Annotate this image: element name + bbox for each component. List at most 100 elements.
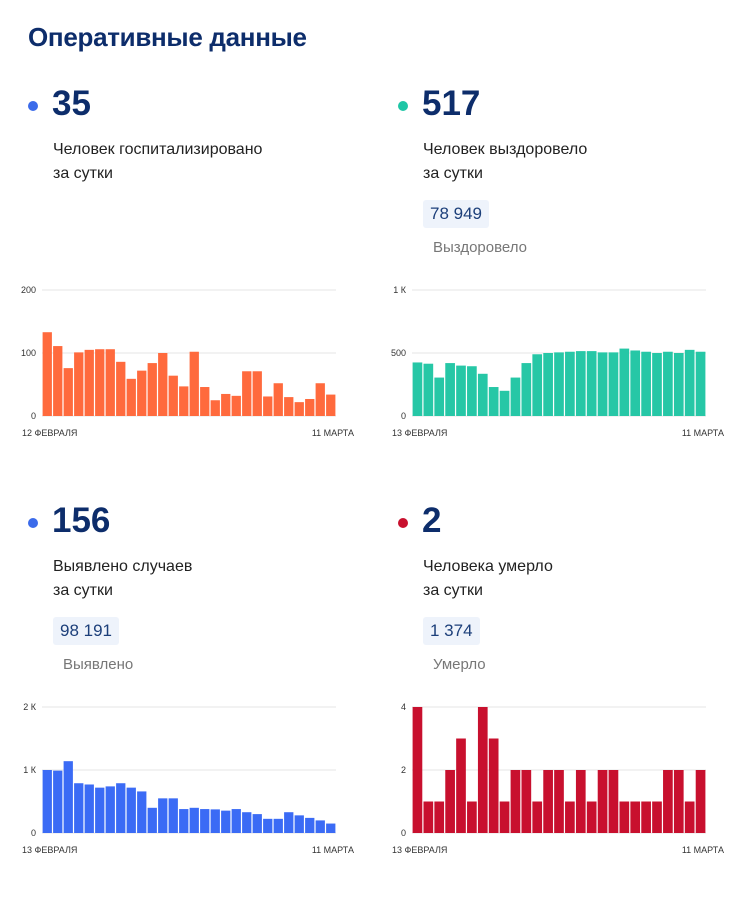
bar	[158, 353, 168, 416]
bar	[84, 784, 94, 833]
bar	[137, 370, 147, 416]
bar	[105, 786, 115, 833]
bar	[565, 801, 575, 833]
bar	[95, 787, 105, 833]
bar	[488, 387, 499, 416]
bar	[695, 351, 706, 416]
y-tick-label: 0	[31, 411, 36, 421]
bar	[147, 807, 157, 833]
hospitalized-desc-line2: за сутки	[53, 165, 113, 182]
y-tick-label: 0	[401, 828, 406, 838]
bar	[467, 366, 477, 416]
bar	[95, 349, 105, 416]
bar	[221, 393, 231, 416]
deaths-chart: 0 2 4 13 ФЕВРАЛЯ 11 МАРТА	[392, 702, 724, 855]
bar	[521, 363, 532, 416]
bar	[641, 801, 651, 833]
bar	[221, 810, 231, 833]
recovered-dot	[398, 101, 408, 111]
bar	[273, 818, 283, 833]
bar	[619, 348, 630, 416]
deaths-panel: 2 Человека умерло за сутки 1 374 Умерло …	[382, 501, 727, 911]
cases-dot	[28, 518, 38, 528]
bar	[467, 801, 477, 833]
bar	[231, 809, 241, 833]
bar	[597, 770, 608, 833]
bar	[543, 770, 553, 833]
bar	[137, 791, 147, 833]
bar	[499, 801, 510, 833]
bar	[210, 809, 220, 833]
x-start-label: 13 ФЕВРАЛЯ	[392, 428, 447, 438]
cases-description: Выявлено случаев за сутки	[53, 555, 353, 603]
bar	[488, 738, 499, 833]
bar	[673, 353, 684, 416]
bar	[263, 396, 273, 416]
bar	[554, 770, 564, 833]
bar	[326, 394, 336, 416]
deaths-total: 1 374	[423, 617, 480, 645]
bar	[423, 363, 434, 416]
bar	[105, 349, 115, 416]
deaths-dot	[398, 518, 408, 528]
bar	[652, 353, 662, 416]
bar	[284, 812, 294, 833]
deaths-total-label: Умерло	[433, 656, 486, 673]
bar	[641, 351, 651, 416]
recovered-panel: 517 Человек выздоровело за сутки 78 949 …	[382, 84, 727, 494]
bar	[74, 783, 84, 833]
bar	[294, 815, 304, 833]
bar	[532, 801, 543, 833]
bar	[116, 361, 126, 416]
x-start-label: 13 ФЕВРАЛЯ	[392, 845, 447, 855]
bar	[168, 798, 178, 833]
bar	[434, 377, 445, 416]
x-start-label: 13 ФЕВРАЛЯ	[22, 845, 77, 855]
bar	[608, 770, 619, 833]
bar	[445, 770, 455, 833]
hospitalized-description: Человек госпитализировано за сутки	[53, 138, 353, 186]
bar	[597, 352, 608, 416]
bar	[652, 801, 662, 833]
bar	[543, 353, 553, 416]
bar	[684, 349, 695, 416]
cases-desc-line1: Выявлено случаев	[53, 558, 193, 575]
bar	[200, 809, 210, 833]
y-tick-label: 4	[401, 702, 406, 712]
cases-number: 156	[52, 501, 111, 540]
hospitalized-panel: 35 Человек госпитализировано за сутки 0 1…	[12, 84, 357, 494]
bar	[147, 363, 157, 416]
bar	[315, 383, 325, 416]
bar	[273, 383, 283, 416]
y-tick-label: 2	[401, 765, 406, 775]
bar	[126, 787, 136, 833]
y-tick-label: 200	[21, 285, 36, 295]
bar	[74, 352, 84, 416]
x-end-label: 11 МАРТА	[682, 428, 724, 438]
bar	[412, 362, 423, 416]
y-tick-label: 1 К	[23, 765, 37, 775]
bar	[231, 395, 241, 416]
bar	[189, 807, 199, 833]
bar	[42, 332, 52, 416]
page-title: Оперативные данные	[28, 22, 307, 52]
bar	[673, 770, 684, 833]
bar	[684, 801, 695, 833]
recovered-total-label: Выздоровело	[433, 239, 528, 256]
cases-total: 98 191	[53, 617, 119, 645]
bar	[116, 783, 126, 833]
cases-total-label: Выявлено	[63, 656, 134, 673]
bar	[189, 351, 199, 416]
y-tick-label: 2 К	[23, 702, 37, 712]
bar	[499, 390, 510, 416]
bar	[445, 363, 455, 416]
bar	[179, 809, 189, 833]
x-start-label: 12 ФЕВРАЛЯ	[22, 428, 77, 438]
bar	[284, 397, 294, 416]
bar	[179, 386, 189, 416]
bar	[619, 801, 630, 833]
x-end-label: 11 МАРТА	[682, 845, 724, 855]
bar	[305, 398, 315, 416]
bar	[477, 707, 488, 833]
bar	[663, 770, 673, 833]
